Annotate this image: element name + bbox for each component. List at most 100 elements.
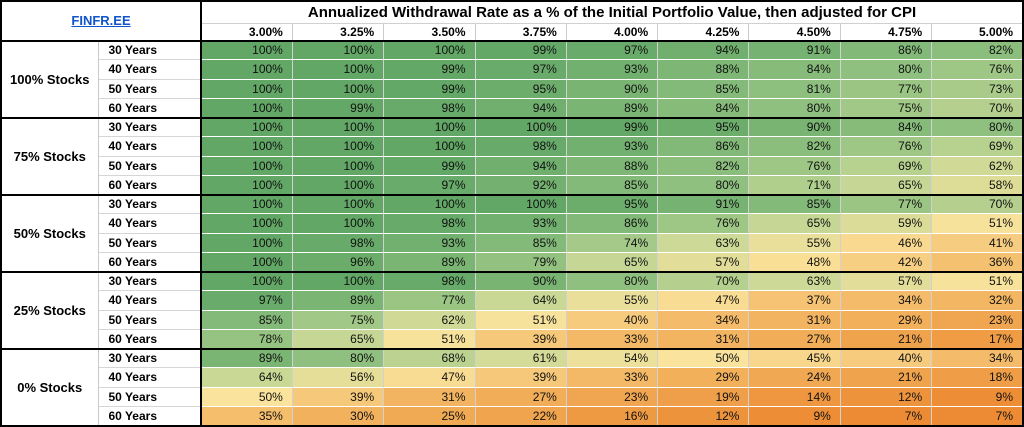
success-rate-cell: 97% (201, 290, 293, 311)
success-rate-cell: 46% (840, 233, 933, 253)
year-label: 60 Years (98, 252, 203, 273)
success-rate-cell: 85% (566, 175, 659, 196)
success-rate-cell: 94% (475, 98, 567, 119)
success-rate-cell: 82% (931, 40, 1024, 61)
success-rate-cell: 99% (566, 117, 659, 138)
success-rate-cell: 89% (566, 98, 659, 119)
finfree-link[interactable]: FINFR.EE (71, 12, 131, 28)
success-rate-cell: 37% (748, 290, 841, 311)
success-rate-cell: 76% (657, 213, 750, 234)
success-rate-cell: 80% (566, 271, 659, 292)
table-row: 40 Years 64% 56% 47% 39% 33% 29% 24% 21% 18% (1, 367, 1024, 388)
success-rate-cell: 36% (931, 252, 1024, 273)
success-rate-cell: 100% (383, 136, 476, 157)
success-rate-cell: 80% (657, 175, 750, 196)
success-rate-cell: 73% (931, 79, 1024, 99)
success-rate-cell: 42% (840, 252, 933, 273)
column-header: 5.00% (931, 23, 1024, 42)
success-rate-cell: 95% (566, 194, 659, 215)
stock-group-label: 75% Stocks (1, 117, 99, 196)
success-rate-cell: 47% (383, 367, 476, 388)
success-rate-cell: 77% (840, 79, 933, 99)
success-rate-cell: 93% (475, 213, 567, 234)
success-rate-cell: 99% (383, 79, 476, 99)
success-rate-cell: 98% (383, 213, 476, 234)
success-rate-cell: 65% (748, 213, 841, 234)
success-rate-cell: 12% (657, 406, 750, 427)
success-rate-cell: 34% (931, 348, 1024, 369)
success-rate-cell: 29% (657, 367, 750, 388)
success-rate-cell: 50% (657, 348, 750, 369)
stock-group-label: 100% Stocks (1, 40, 99, 119)
success-rate-cell: 100% (292, 194, 385, 215)
success-rate-cell: 51% (931, 271, 1024, 292)
success-rate-cell: 98% (292, 233, 385, 253)
success-rate-cell: 93% (566, 59, 659, 80)
success-rate-cell: 77% (840, 194, 933, 215)
success-rate-cell: 100% (201, 40, 293, 61)
year-label: 30 Years (98, 40, 203, 61)
success-rate-cell: 99% (383, 59, 476, 80)
success-rate-cell: 27% (475, 387, 567, 407)
success-rate-cell: 81% (748, 79, 841, 99)
success-rate-cell: 31% (657, 329, 750, 350)
table-row: 50% Stocks 30 Years 100% 100% 100% 100% 95% 91%… (1, 194, 1024, 273)
success-rate-cell: 96% (292, 252, 385, 273)
year-label: 30 Years (98, 117, 203, 138)
success-rate-cell: 98% (383, 271, 476, 292)
success-rate-cell: 31% (748, 310, 841, 330)
success-rate-cell: 97% (566, 40, 659, 61)
success-rate-cell: 100% (201, 194, 293, 215)
table-row: 40 Years 100% 100% 100% 98% 93% 86% 82% 76% 69% (1, 136, 1024, 157)
success-rate-cell: 65% (292, 329, 385, 350)
success-rate-cell: 100% (201, 59, 293, 80)
success-rate-cell: 70% (931, 98, 1024, 119)
column-header: 4.00% (565, 23, 659, 42)
success-rate-cell: 22% (475, 406, 567, 427)
success-rate-cell: 100% (292, 136, 385, 157)
success-rate-cell: 64% (475, 290, 567, 311)
year-label: 60 Years (98, 329, 203, 350)
success-rate-cell: 100% (475, 117, 567, 138)
success-rate-cell: 100% (292, 271, 385, 292)
success-rate-cell: 65% (566, 252, 659, 273)
success-rate-cell: 100% (201, 233, 293, 253)
success-rate-cell: 99% (383, 156, 476, 176)
table-row: 40 Years 100% 100% 98% 93% 86% 76% 65% 59% 51% (1, 213, 1024, 234)
success-rate-cell: 70% (931, 194, 1024, 215)
column-header: 4.25% (657, 23, 750, 42)
success-rate-cell: 74% (566, 233, 659, 253)
table-row: 40 Years 100% 100% 99% 97% 93% 88% 84% 80% 76% (1, 59, 1024, 80)
success-rate-cell: 30% (292, 406, 385, 427)
success-rate-cell: 93% (566, 136, 659, 157)
table-row: 60 Years 100% 100% 97% 92% 85% 80% 71% 65% 58% (1, 175, 1024, 196)
success-rate-cell: 70% (657, 271, 750, 292)
success-rate-cell: 33% (566, 329, 659, 350)
success-rate-cell: 34% (840, 290, 933, 311)
success-rate-cell: 88% (566, 156, 659, 176)
success-rate-cell: 86% (840, 40, 933, 61)
table-row: 100% Stocks 30 Years 100% 100% 100% 99% 97% 94%… (1, 40, 1024, 119)
table-row: 50 Years 50% 39% 31% 27% 23% 19% 14% 12% 9% (1, 387, 1024, 407)
success-rate-cell: 55% (748, 233, 841, 253)
column-header: 4.50% (748, 23, 841, 42)
success-rate-cell: 76% (748, 156, 841, 176)
table-row: 60 Years 100% 99% 98% 94% 89% 84% 80% 75% 70% (1, 98, 1024, 119)
success-rate-cell: 9% (748, 406, 841, 427)
success-rate-cell: 100% (201, 79, 293, 99)
success-rate-cell: 77% (383, 290, 476, 311)
success-rate-cell: 91% (748, 40, 841, 61)
success-rate-cell: 100% (201, 175, 293, 196)
success-rate-cell: 71% (748, 175, 841, 196)
success-rate-cell: 85% (475, 233, 567, 253)
success-rate-cell: 100% (201, 117, 293, 138)
success-rate-cell: 86% (566, 213, 659, 234)
success-rate-cell: 17% (931, 329, 1024, 350)
year-label: 50 Years (98, 310, 203, 330)
success-rate-cell: 86% (657, 136, 750, 157)
success-rate-cell: 98% (383, 98, 476, 119)
table-row: 75% Stocks 30 Years 100% 100% 100% 100% 99% 95%… (1, 117, 1024, 196)
success-rate-cell: 54% (566, 348, 659, 369)
success-rate-cell: 40% (840, 348, 933, 369)
